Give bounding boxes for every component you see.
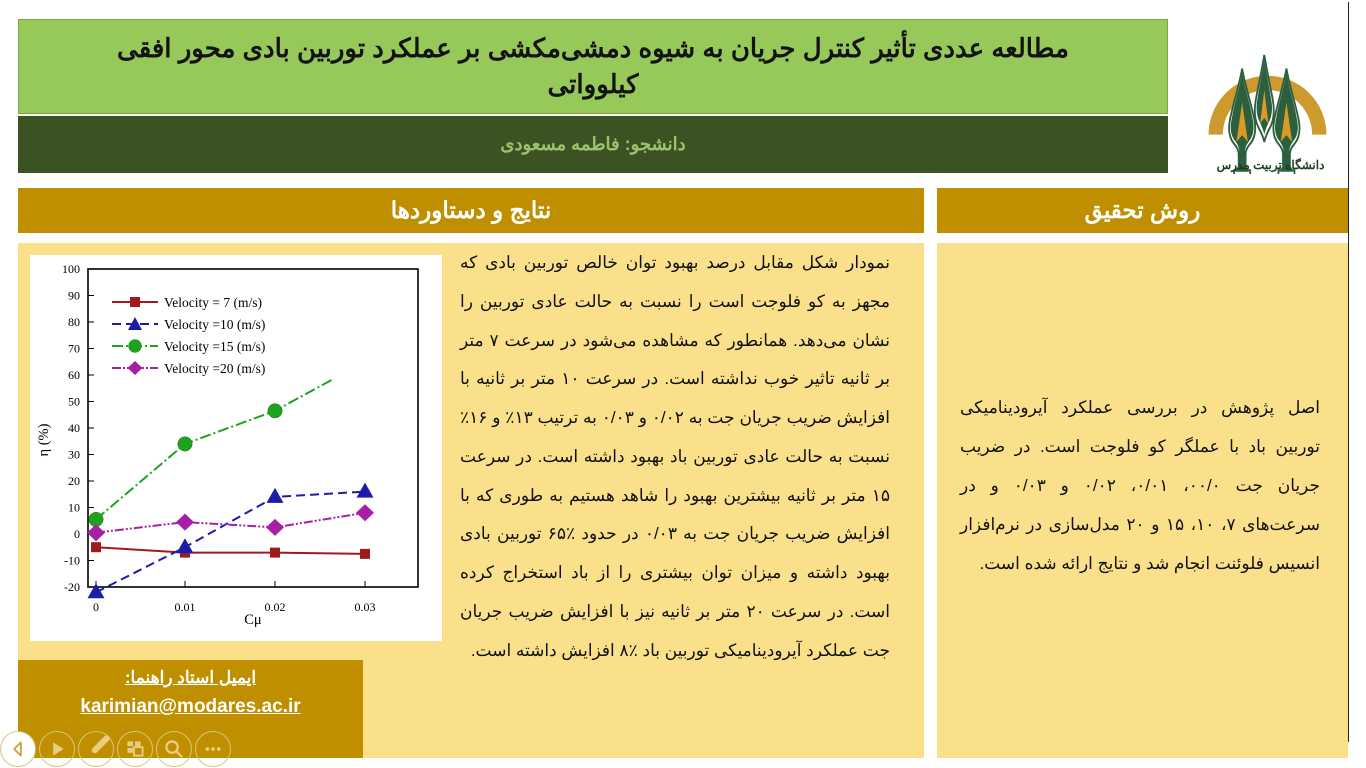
svg-text:70: 70 [68, 342, 80, 356]
svg-text:0.02: 0.02 [265, 600, 286, 614]
svg-text:Velocity =15 (m/s): Velocity =15 (m/s) [164, 339, 265, 354]
svg-text:60: 60 [68, 368, 80, 382]
svg-text:80: 80 [68, 315, 80, 329]
svg-text:30: 30 [68, 448, 80, 462]
svg-text:90: 90 [68, 289, 80, 303]
svg-text:Velocity = 7 (m/s): Velocity = 7 (m/s) [164, 295, 262, 310]
svg-text:0: 0 [74, 527, 80, 541]
svg-text:-10: -10 [64, 554, 80, 568]
svg-text:20: 20 [68, 474, 80, 488]
svg-text:0.03: 0.03 [355, 600, 376, 614]
svg-text:Velocity =20 (m/s): Velocity =20 (m/s) [164, 361, 265, 376]
svg-text:100: 100 [62, 262, 80, 276]
svg-text:0: 0 [93, 600, 99, 614]
svg-text:Cμ: Cμ [244, 612, 262, 628]
svg-text:10: 10 [68, 501, 80, 515]
svg-text:η (%): η (%) [36, 423, 52, 456]
svg-text:0.01: 0.01 [175, 600, 196, 614]
svg-text:40: 40 [68, 421, 80, 435]
svg-text:-20: -20 [64, 580, 80, 594]
svg-text:50: 50 [68, 395, 80, 409]
svg-text:Velocity =10 (m/s): Velocity =10 (m/s) [164, 317, 265, 332]
